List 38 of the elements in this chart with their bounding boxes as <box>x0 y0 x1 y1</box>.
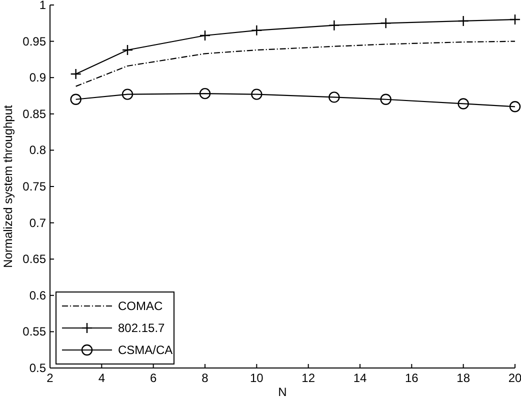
point <box>251 88 262 100</box>
point <box>509 14 521 26</box>
x-tick-label: 8 <box>202 371 209 385</box>
point <box>199 88 211 100</box>
y-tick-label: 1 <box>39 0 46 12</box>
point <box>509 101 521 112</box>
y-tick-label: 0.9 <box>29 70 46 85</box>
x-tick-label: 12 <box>302 371 316 385</box>
point <box>70 94 82 105</box>
x-tick-label: 4 <box>98 371 106 385</box>
x-tick-label: 20 <box>508 371 521 385</box>
point <box>328 92 340 103</box>
x-tick-label: 10 <box>250 371 264 385</box>
legend-label: COMAC <box>118 299 163 313</box>
y-tick-label: 0.6 <box>29 288 46 302</box>
y-tick-label: 0.75 <box>22 180 46 194</box>
y-tick-label: 0.55 <box>22 324 46 339</box>
y-tick-label: 0.85 <box>22 106 46 121</box>
x-tick-label: 18 <box>456 371 470 385</box>
legend-label: 802.15.7 <box>118 321 166 335</box>
point <box>122 44 134 56</box>
y-tick-label: 0.95 <box>22 34 46 48</box>
y-tick-label: 0.65 <box>22 252 46 266</box>
x-tick-label: 14 <box>353 371 367 385</box>
line-series <box>75 40 516 87</box>
y-tick-label: 0.8 <box>29 143 46 158</box>
x-tick-label: 16 <box>404 371 419 385</box>
x-tick-label: 2 <box>46 371 54 385</box>
point <box>70 68 82 80</box>
point <box>122 88 134 100</box>
x-axis-title: N <box>278 385 287 399</box>
y-axis-title: Normalized system throughput <box>1 104 15 268</box>
point <box>458 98 469 110</box>
y-tick-label: 0.7 <box>29 216 46 230</box>
x-tick-label: 6 <box>150 371 157 385</box>
point <box>380 94 392 105</box>
y-tick-label: 0.5 <box>29 361 46 375</box>
legend-label: CSMA/CA <box>118 343 173 357</box>
